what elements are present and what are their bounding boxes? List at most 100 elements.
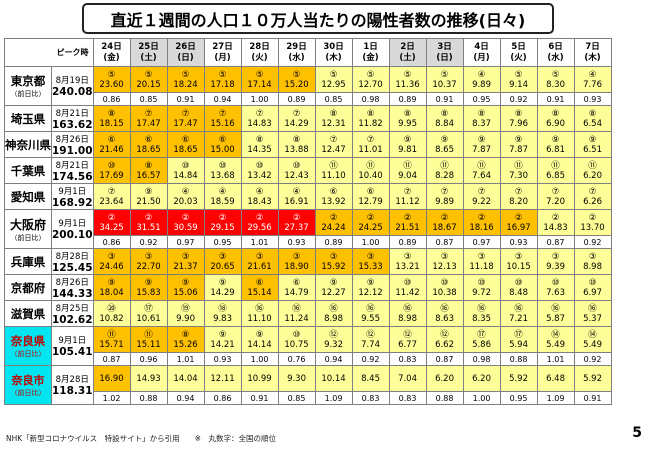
table-row: 大阪府 （前日比） 9月1日 200.10 ② 34.25 ② 31.51 ② 30.59 ② 29.… [4, 209, 612, 249]
daily-value-cell: ⑦ 9.89 [425, 183, 464, 210]
national-rank: ⑪ [366, 160, 375, 171]
national-rank: ⑯ [366, 303, 375, 314]
national-rank: ⑨ [588, 134, 597, 145]
positives-per-100k: 16.90 [99, 373, 124, 384]
daily-value-cell: 10.14 [314, 365, 353, 392]
previous-day-ratio: 0.95 [203, 235, 242, 249]
date-day: 29日 [286, 41, 307, 52]
daily-value-cell: ⑤ 23.60 [92, 66, 131, 93]
national-rank: ⑳ [107, 303, 116, 314]
national-rank: ⑱ [218, 303, 227, 314]
positives-per-100k: 21.37 [173, 261, 198, 272]
previous-day-ratio: 0.94 [314, 352, 353, 366]
positives-per-100k: 13.88 [284, 144, 309, 155]
national-rank: ③ [329, 251, 338, 262]
prefecture-name: 愛知県 [4, 183, 52, 210]
positives-per-100k: 12.79 [358, 196, 383, 207]
positives-per-100k: 18.90 [284, 261, 309, 272]
national-rank: ④ [218, 186, 227, 197]
table-row: 東京都 （前日比） 8月19日 240.08 ⑤ 23.60 ⑤ 20.15 ⑤ 18.24 ⑤ 17… [4, 66, 612, 106]
national-rank: ⑫ [403, 329, 412, 340]
national-rank: ⑥ [329, 186, 338, 197]
date-header: 25日 (土) [129, 38, 168, 67]
previous-day-ratio: 0.88 [425, 391, 464, 405]
date-header: 3日 (日) [425, 38, 464, 67]
positives-per-100k: 9.04 [398, 170, 417, 181]
peak-date: 8月28日 [55, 251, 89, 262]
positives-per-100k: 7.30 [509, 170, 528, 181]
date-header: 28日 (火) [240, 38, 279, 67]
peak-value: 168.92 [52, 196, 93, 209]
daily-value-cell: ② 34.25 [92, 209, 131, 236]
daily-value-cell: ② 29.56 [240, 209, 279, 236]
daily-value-cell: ② 30.59 [166, 209, 205, 236]
national-rank: ⑧ [292, 134, 301, 145]
national-rank: ⑰ [477, 329, 486, 340]
ratio-row: 0.87 0.96 1.01 0.93 1.00 0.76 0.94 0.92 0.83 0.87… [5, 352, 612, 366]
national-rank: ⑩ [514, 277, 523, 288]
national-rank: ⑤ [514, 69, 523, 80]
positives-per-100k: 10.40 [358, 170, 383, 181]
positives-per-100k: 14.29 [210, 287, 235, 298]
national-rank: ⑤ [403, 69, 412, 80]
positives-per-100k: 17.69 [99, 170, 124, 181]
daily-value-cell: ⑯ 8.63 [425, 300, 464, 327]
positives-per-100k: 7.64 [472, 170, 491, 181]
national-rank: ⑥ [255, 277, 264, 288]
daily-value-cell: ⑭ 5.49 [536, 326, 575, 353]
positives-per-100k: 13.92 [321, 196, 346, 207]
table-row: 愛知県 9月1日 168.92 ⑦ 23.64 ⑨ 21.50 ④ 20.03 ④ 18.59 ④ 18… [4, 183, 612, 210]
national-rank: ⑨ [218, 329, 227, 340]
national-rank: ⑥ [218, 134, 227, 145]
national-rank: ⑧ [514, 108, 523, 119]
national-rank: ⑧ [403, 108, 412, 119]
positives-per-100k: 21.50 [136, 196, 161, 207]
date-header: 29日 (水) [277, 38, 316, 67]
date-header: 5日 (火) [499, 38, 538, 67]
national-rank: ⑩ [588, 277, 597, 288]
positives-per-100k: 6.48 [546, 373, 565, 384]
daily-value-cell: ⑯ 8.98 [388, 300, 427, 327]
national-rank: ⑨ [366, 277, 375, 288]
previous-day-ratio: 0.89 [388, 92, 427, 106]
national-rank: ③ [440, 251, 449, 262]
date-weekday: (土) [140, 52, 157, 63]
previous-day-ratio: 0.83 [351, 391, 390, 405]
positives-per-100k: 15.00 [210, 144, 235, 155]
positives-per-100k: 12.12 [358, 287, 383, 298]
daily-value-cell: ⑤ 11.36 [388, 66, 427, 93]
previous-day-ratio: 0.95 [462, 92, 501, 106]
national-rank: ⑨ [255, 329, 264, 340]
positives-per-100k: 9.81 [398, 144, 417, 155]
positives-per-100k: 14.83 [247, 118, 272, 129]
prefecture-label: 東京都 [10, 74, 46, 88]
daily-value-cell: 16.90 [92, 365, 131, 392]
table-body: 東京都 （前日比） 8月19日 240.08 ⑤ 23.60 ⑤ 20.15 ⑤ 18.24 ⑤ 17… [4, 66, 612, 405]
daily-value-cell: 14.04 [166, 365, 205, 392]
peak-date: 9月1日 [58, 186, 87, 197]
daily-value-cell: ⑥ 18.65 [129, 131, 168, 158]
positives-per-100k: 6.51 [583, 144, 602, 155]
daily-value-cell: ⑧ 8.84 [425, 105, 464, 132]
daily-value-cell: ⑧ 6.54 [573, 105, 612, 132]
prefecture-label: 千葉県 [10, 163, 46, 178]
national-rank: ⑪ [107, 329, 116, 340]
previous-day-ratio: 0.91 [573, 391, 612, 405]
positives-per-100k: 24.24 [321, 222, 346, 233]
positives-per-100k: 8.84 [435, 118, 454, 129]
previous-day-ratio: 0.93 [203, 352, 242, 366]
previous-day-ratio: 0.87 [425, 235, 464, 249]
peak-cell: 8月21日 163.62 [51, 105, 94, 132]
national-rank: ⑨ [440, 134, 449, 145]
prefecture-name: 滋賀県 [4, 300, 52, 327]
date-header: 24日 (金) [92, 38, 131, 67]
positives-per-100k: 13.21 [395, 261, 420, 272]
positives-per-100k: 11.82 [358, 118, 383, 129]
national-rank: ⑲ [181, 303, 190, 314]
national-rank: ⑩ [292, 329, 301, 340]
previous-day-ratio: 0.86 [92, 235, 131, 249]
positives-per-100k: 12.43 [284, 170, 309, 181]
daily-value-cell: ⑪ 10.40 [351, 157, 390, 184]
daily-value-cell: ⑦ 8.20 [499, 183, 538, 210]
daily-value-cell: ⑤ 12.70 [351, 66, 390, 93]
